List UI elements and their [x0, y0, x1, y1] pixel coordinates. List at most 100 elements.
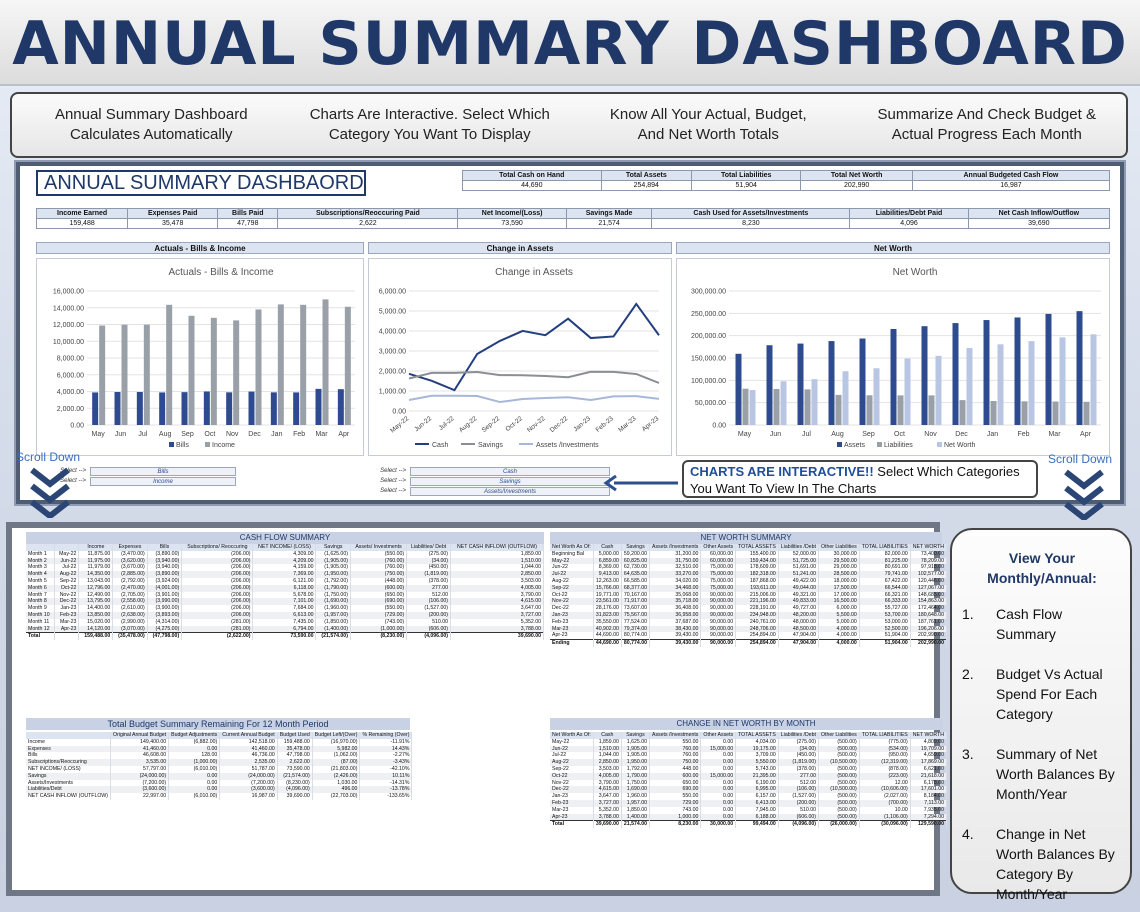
chevron-down-icon[interactable] [1062, 468, 1106, 520]
line-assets-investments[interactable] [408, 394, 660, 404]
bar-net-worth[interactable] [1059, 337, 1066, 425]
table-cell: 512.00 [406, 591, 452, 599]
bar-assets[interactable] [1045, 313, 1052, 425]
bar-assets[interactable] [1014, 317, 1021, 425]
table-cell: 14,400.00 [78, 605, 114, 612]
bar-assets[interactable] [983, 320, 990, 425]
bar-assets[interactable] [921, 326, 928, 425]
bar-assets[interactable] [797, 343, 804, 425]
bar-bills[interactable] [226, 392, 233, 425]
bar-bills[interactable] [114, 392, 121, 425]
bar-net-worth[interactable] [842, 371, 849, 425]
bar-bills[interactable] [203, 391, 210, 425]
column-header: Cash [593, 732, 622, 739]
bar-liabilities[interactable] [1021, 401, 1028, 425]
chevron-down-icon[interactable] [28, 466, 72, 518]
table-cell [54, 632, 80, 641]
table-cell: 1,957.00 [621, 799, 650, 807]
bar-bills[interactable] [136, 392, 143, 425]
table-cell: 59,200.00 [621, 550, 650, 558]
bar-assets[interactable] [890, 328, 897, 425]
bar-assets[interactable] [735, 353, 742, 425]
bar-bills[interactable] [293, 392, 300, 425]
bar-net-worth[interactable] [997, 344, 1004, 425]
total-row: Ending 44,690.00 80,774.00 39,430.00 90,000.… [550, 639, 948, 647]
table-cell: 215,006.00 [735, 591, 779, 599]
table-cell: (600.00) [350, 584, 408, 592]
bar-assets[interactable] [1076, 311, 1083, 425]
bar-income[interactable] [322, 299, 329, 425]
bar-bills[interactable] [270, 392, 277, 425]
bar-net-worth[interactable] [749, 390, 756, 425]
table-row: Month 11 Mar-23 15,020.00 (2,990.00) (4,314.… [26, 618, 544, 626]
bar-income[interactable] [121, 324, 128, 425]
bar-net-worth[interactable] [811, 379, 818, 425]
select-income[interactable]: Income [90, 476, 236, 486]
bar-assets[interactable] [859, 338, 866, 425]
bar-net-worth[interactable] [1028, 341, 1035, 425]
select-assets-investments[interactable]: Assets/Investments [410, 486, 610, 496]
bar-liabilities[interactable] [897, 395, 904, 425]
chart-assets[interactable]: Change in Assets 0.00 1,000.00 2,000.00 3,00… [368, 258, 672, 456]
select-bills[interactable]: Bills [90, 466, 236, 476]
table-cell: (3,940.00) [147, 557, 183, 565]
bar-bills[interactable] [92, 392, 99, 425]
table-cell: 66,585.00 [621, 577, 650, 585]
bar-assets[interactable] [828, 341, 835, 425]
bar-net-worth[interactable] [904, 358, 911, 425]
column-header: Expenses [112, 544, 148, 551]
bar-liabilities[interactable] [804, 389, 811, 425]
column-header: Savings [621, 732, 650, 739]
select-savings[interactable]: Savings [410, 476, 610, 486]
bar-income[interactable] [99, 325, 106, 425]
bar-bills[interactable] [315, 388, 322, 425]
bar-assets[interactable] [952, 323, 959, 425]
bar-liabilities[interactable] [773, 388, 780, 425]
chart-actuals[interactable]: Actuals - Bills & Income 0.00 2,000.00 4,00… [36, 258, 364, 456]
table-row: Savings (24,000.00) 0.00 (24,000.00) (21,574… [26, 772, 413, 780]
table-cell: Month 2 [26, 557, 56, 565]
bar-liabilities[interactable] [866, 395, 873, 425]
bar-bills[interactable] [159, 392, 166, 425]
bar-net-worth[interactable] [966, 347, 973, 425]
bar-liabilities[interactable] [959, 400, 966, 425]
bar-net-worth[interactable] [780, 381, 787, 425]
bar-income[interactable] [255, 309, 262, 425]
table-cell: 159,434.00 [735, 557, 779, 565]
chart-networth[interactable]: Net Worth 0.00 50,000.00 100,000.00 150,000.… [676, 258, 1110, 456]
bar-income[interactable] [210, 317, 217, 425]
bar-net-worth[interactable] [1090, 334, 1097, 425]
y-tick-label: 6,000.00 [57, 372, 84, 379]
x-tick-label: Feb [293, 431, 305, 438]
table-cell: Mar-23 [550, 806, 594, 814]
table-cell: (1,527.00) [406, 605, 452, 612]
bar-net-worth[interactable] [935, 355, 942, 425]
line-cash[interactable] [408, 302, 660, 392]
select-cash[interactable]: Cash [410, 466, 610, 476]
line-savings[interactable] [408, 370, 660, 384]
table-cell: 6,000.00 [818, 605, 860, 612]
bar-liabilities[interactable] [928, 395, 935, 425]
table-cell: 90,000.00 [700, 591, 737, 599]
bar-bills[interactable] [181, 392, 188, 425]
table-cell: (750.00) [350, 571, 408, 578]
bar-liabilities[interactable] [835, 394, 842, 425]
bar-liabilities[interactable] [1083, 401, 1090, 425]
bar-income[interactable] [188, 315, 195, 425]
bar-income[interactable] [344, 306, 351, 425]
table-cell: 4,615.00 [450, 598, 544, 606]
table-cell: Oct-22 [54, 584, 80, 592]
bar-income[interactable] [166, 304, 173, 425]
bar-net-worth[interactable] [873, 368, 880, 425]
bar-income[interactable] [300, 304, 307, 425]
bar-income[interactable] [233, 320, 240, 425]
bar-liabilities[interactable] [742, 388, 749, 425]
bar-assets[interactable] [766, 345, 773, 425]
bar-bills[interactable] [337, 389, 344, 425]
bar-income[interactable] [143, 324, 150, 425]
bar-income[interactable] [277, 304, 284, 425]
bar-liabilities[interactable] [990, 401, 997, 425]
bar-liabilities[interactable] [1052, 401, 1059, 425]
bar-bills[interactable] [248, 391, 255, 425]
legend-swatch [937, 442, 942, 447]
